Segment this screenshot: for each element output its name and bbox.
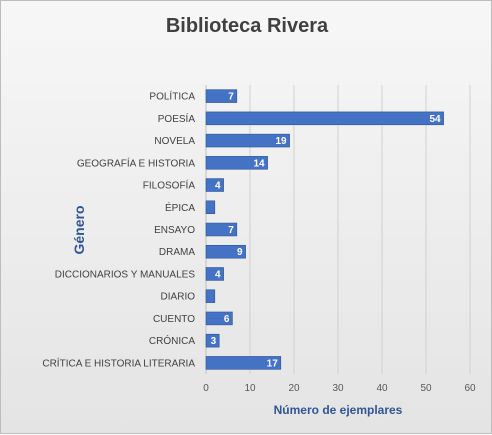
data-label: 9 [237,247,243,258]
category-label: DRAMA [159,247,195,258]
category-label: CRÍTICA E HISTORIA LITERARIA [42,356,195,369]
gridlines [205,85,471,374]
x-axis-title: Número de ejemplares [274,403,403,417]
bar [205,267,224,281]
category-labels: POLÍTICA POESÍA NOVELA GEOGRAFÍA E HISTORIA… [42,90,195,370]
data-label: 17 [267,358,279,369]
y-axis-title: Género [71,205,87,254]
data-label: 4 [215,181,221,192]
bar [205,356,282,370]
data-label: 19 [275,136,287,147]
x-tick-label: 10 [244,383,256,394]
x-tick-label: 40 [376,383,388,394]
x-tick-label: 60 [464,383,476,394]
category-label: FILOSOFÍA [143,179,196,192]
bar [205,244,246,259]
data-label: 54 [429,114,441,125]
chart-title: Biblioteca Rivera [166,15,329,37]
bar [205,178,224,192]
category-label: POESÍA [158,112,196,125]
bar [205,89,238,103]
bar [205,133,290,148]
bar [205,289,216,303]
bar [205,222,238,237]
category-label: ENSAYO [154,225,195,236]
category-label: DIARIO [161,292,196,303]
category-label: POLÍTICA [149,90,195,103]
bar [205,200,216,215]
category-label: NOVELA [154,136,195,147]
bar [205,111,444,126]
x-tick-label: 20 [288,383,300,394]
category-label: DICCIONARIOS Y MANUALES [55,269,196,280]
data-label: 4 [215,269,221,280]
category-label: CRÓNICA [149,334,195,347]
x-tick-labels: 0 10 20 30 40 50 60 [203,383,476,394]
data-label: 7 [228,225,234,236]
bar [205,156,268,170]
bar [205,311,233,326]
x-tick-label: 30 [332,383,344,394]
x-tick-label: 50 [420,383,432,394]
category-label: ÉPICA [165,201,195,214]
bar [205,333,220,348]
data-label: 6 [224,314,230,325]
x-tick-label: 0 [203,383,209,394]
data-label: 7 [228,92,234,103]
data-label: 3 [211,336,217,347]
data-label: 14 [253,158,265,169]
category-label: CUENTO [153,314,195,325]
category-label: GEOGRAFÍA E HISTORIA [77,156,196,169]
